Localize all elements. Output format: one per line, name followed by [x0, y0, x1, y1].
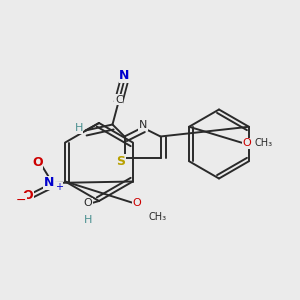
- Text: N: N: [44, 176, 54, 190]
- Text: +: +: [55, 182, 63, 193]
- Text: CH₃: CH₃: [254, 138, 272, 148]
- Text: −: −: [16, 194, 26, 207]
- Text: H: H: [74, 123, 83, 133]
- Text: O: O: [83, 198, 92, 208]
- Text: N: N: [139, 120, 147, 130]
- Text: O: O: [22, 189, 33, 202]
- Text: CH₃: CH₃: [148, 212, 166, 222]
- Text: H: H: [84, 214, 92, 225]
- Text: O: O: [242, 138, 251, 148]
- Text: O: O: [132, 198, 141, 208]
- Text: S: S: [116, 154, 125, 168]
- Text: N: N: [119, 69, 130, 82]
- Text: C: C: [115, 94, 123, 105]
- Text: O: O: [32, 155, 43, 169]
